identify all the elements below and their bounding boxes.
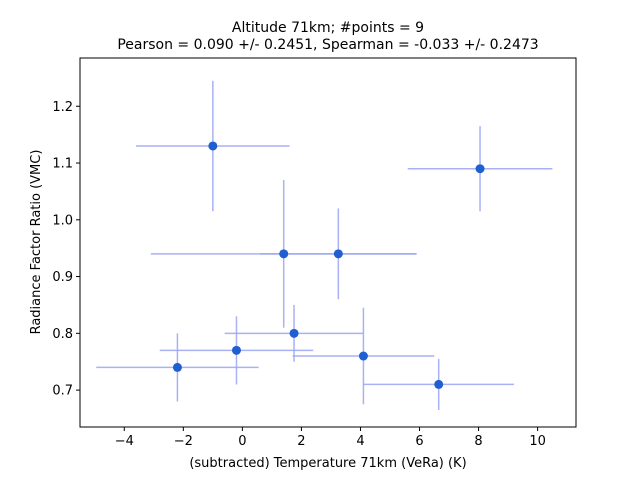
y-tick-label-5: 1.2 xyxy=(52,100,73,115)
data-point-7 xyxy=(358,351,368,361)
y-tick-label-1: 0.8 xyxy=(52,327,73,342)
axes-frame xyxy=(79,57,577,428)
data-point-6 xyxy=(172,362,182,372)
x-tick-label-5: 6 xyxy=(415,434,423,449)
data-point-4 xyxy=(289,328,299,338)
x-tick-label-4: 4 xyxy=(356,434,364,449)
chart-title-line2: Pearson = 0.090 +/- 0.2451, Spearman = -… xyxy=(117,37,538,53)
y-tick-label-2: 0.9 xyxy=(52,270,73,285)
data-point-3 xyxy=(333,249,343,259)
x-tick-label-3: 2 xyxy=(297,434,305,449)
data-point-0 xyxy=(208,141,218,151)
data-point-1 xyxy=(475,164,485,174)
x-tick-label-1: −2 xyxy=(174,434,193,449)
data-point-8 xyxy=(434,379,444,389)
x-tick-label-7: 10 xyxy=(529,434,546,449)
chart-title-line1: Altitude 71km; #points = 9 xyxy=(232,20,424,36)
y-tick-label-4: 1.1 xyxy=(52,157,73,172)
y-tick-label-0: 0.7 xyxy=(52,384,73,399)
x-tick-label-6: 8 xyxy=(474,434,482,449)
y-tick-label-3: 1.0 xyxy=(52,213,73,228)
x-axis-label: (subtracted) Temperature 71km (VeRa) (K) xyxy=(189,456,466,471)
data-point-2 xyxy=(279,249,289,259)
x-tick-label-2: 0 xyxy=(238,434,246,449)
data-point-5 xyxy=(231,345,241,355)
y-axis-label: Radiance Factor Ratio (VMC) xyxy=(29,150,44,335)
plot-area: −4 −2 0 2 4 6 8 10 0.7 0.8 0.9 1.0 1.1 1.2 xyxy=(52,57,577,449)
x-tick-label-0: −4 xyxy=(115,434,134,449)
